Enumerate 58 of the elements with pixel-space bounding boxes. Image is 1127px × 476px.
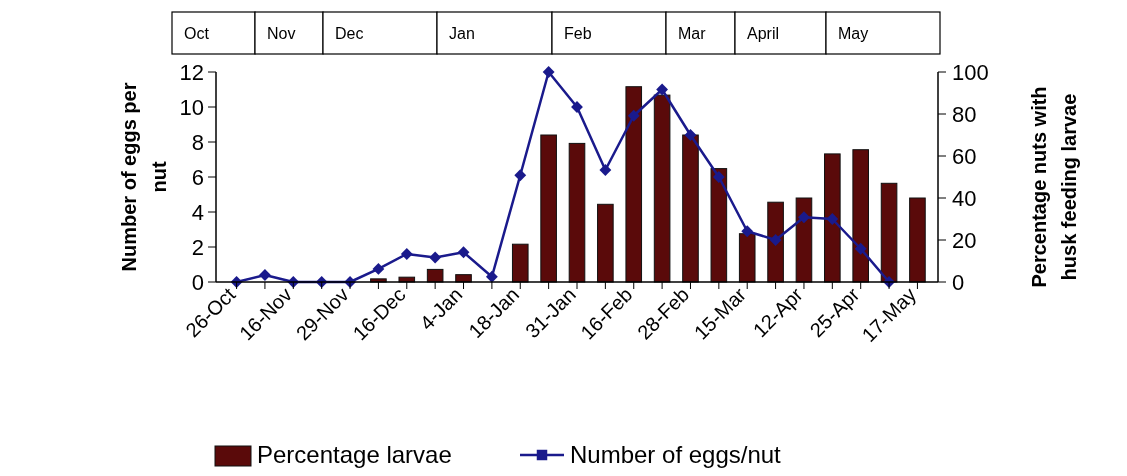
bar: [824, 153, 841, 283]
bar: [795, 197, 813, 283]
bar: [682, 134, 699, 283]
point: [429, 251, 442, 264]
y2-tick-label: 40: [952, 185, 977, 211]
y2-tick-label: 60: [952, 143, 977, 169]
text: Jan: [449, 25, 475, 42]
point: [372, 262, 385, 275]
point: [542, 66, 555, 78]
point: [741, 225, 754, 238]
point: [826, 213, 839, 225]
y-tick-label: 0: [191, 269, 204, 295]
legend-label: Percentage larvae: [257, 441, 452, 469]
point: [684, 129, 697, 141]
y2-tick-label: 100: [952, 59, 989, 85]
bar: [710, 168, 728, 283]
point: [514, 169, 527, 182]
point: [599, 164, 612, 176]
y-tick-label: 6: [191, 164, 204, 190]
y-tick-label: 2: [191, 234, 204, 260]
point: [485, 270, 498, 283]
bar: [568, 142, 586, 283]
y2-tick-label: 80: [952, 101, 977, 127]
y-tick-label: 12: [179, 59, 204, 85]
text: Oct: [184, 25, 210, 42]
point: [798, 211, 810, 224]
y-tick-label: 10: [179, 94, 204, 120]
bar: [625, 86, 643, 283]
legend-label: Number of eggs/nut: [570, 441, 782, 469]
text: Mar: [678, 25, 707, 42]
y2-tick-label: 0: [952, 269, 965, 295]
point: [769, 234, 782, 246]
text: Feb: [564, 25, 592, 42]
bar: [852, 149, 869, 283]
point: [457, 246, 470, 259]
y-tick-label: 8: [191, 129, 204, 155]
y2-tick-label: 20: [952, 227, 977, 253]
y-axis-title: Number of eggs per nut: [118, 82, 170, 272]
bar: [880, 182, 898, 283]
text: April: [747, 25, 780, 42]
bar: [511, 243, 529, 283]
point: [854, 242, 867, 255]
point: [400, 248, 413, 260]
text: Nov: [267, 25, 296, 42]
point: [627, 109, 640, 122]
bar: [909, 197, 926, 283]
bar: [597, 203, 614, 283]
bar: [540, 134, 557, 283]
text: Dec: [335, 25, 364, 42]
point: [712, 171, 725, 183]
text: May: [838, 25, 869, 42]
bar: [767, 201, 784, 283]
y2-axis-title: Percentage nuts with husk feeding larvae: [1028, 86, 1080, 288]
bar: [653, 94, 671, 283]
y-tick-label: 4: [191, 199, 204, 225]
bar: [738, 233, 756, 283]
bar: [426, 268, 444, 283]
point: [656, 83, 669, 96]
